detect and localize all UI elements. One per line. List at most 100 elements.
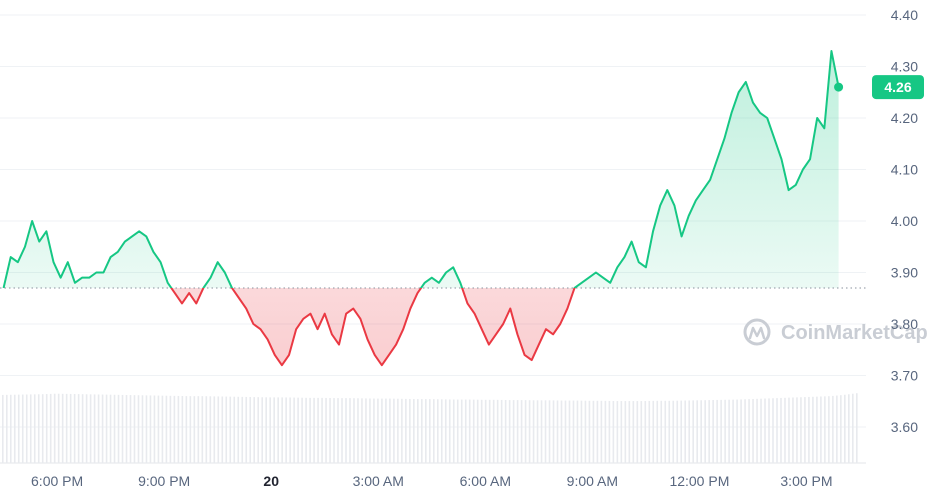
x-axis: 6:00 PM 9:00 PM 20 3:00 AM 6:00 AM 9:00 AM 12:… <box>31 473 833 489</box>
volume-bar <box>552 400 555 463</box>
volume-bar <box>804 397 806 463</box>
volume-bar <box>77 394 80 463</box>
volume-bar <box>409 398 411 463</box>
price-line <box>2 50 840 367</box>
coinmarketcap-watermark: CoinMarketCap <box>743 318 928 346</box>
volume-bar <box>145 395 148 463</box>
volume-bar <box>632 401 635 463</box>
volume-bar <box>233 396 236 463</box>
volume-bar <box>113 394 116 463</box>
volume-bar <box>289 397 291 463</box>
volume-bar <box>377 398 379 463</box>
volume-bar <box>61 393 64 463</box>
volume-bar <box>824 396 826 463</box>
volume-bar <box>684 400 687 463</box>
current-price-label: 4.26 <box>884 79 911 95</box>
volume-bar <box>109 394 112 463</box>
volume-bar <box>564 400 567 463</box>
y-tick-label: 4.20 <box>891 110 918 126</box>
volume-bar <box>596 400 599 464</box>
volume-bar <box>504 399 507 463</box>
volume-bar <box>161 395 164 463</box>
volume-bar <box>528 400 531 463</box>
volume-bar <box>436 399 439 463</box>
volume-bar <box>756 398 758 463</box>
volume-bar <box>612 400 615 463</box>
volume-bar <box>460 399 463 463</box>
volume-bar <box>740 399 742 463</box>
y-tick-label: 3.70 <box>891 368 918 384</box>
y-tick-label: 4.00 <box>891 213 918 229</box>
volume-bar <box>9 394 12 463</box>
volume-bar <box>121 394 124 463</box>
volume-bar <box>137 395 140 463</box>
volume-bar <box>664 400 667 464</box>
volume-bar <box>728 399 730 463</box>
volume-bar <box>472 399 475 463</box>
volume-bar <box>293 397 295 463</box>
current-price-marker: 4.26 <box>834 75 924 100</box>
volume-bar <box>856 393 858 463</box>
current-price-badge <box>872 75 924 100</box>
volume-bar <box>97 394 100 463</box>
volume-bar <box>620 401 623 463</box>
volume-bar <box>433 399 435 463</box>
price-area-fill <box>3 51 839 366</box>
volume-bar <box>488 399 491 463</box>
volume-bar <box>317 397 319 464</box>
volume-bar <box>253 397 256 463</box>
volume-bar <box>816 396 818 463</box>
volume-bar <box>185 396 188 463</box>
volume-bar <box>764 398 766 463</box>
volume-bar <box>365 398 367 463</box>
volume-bar <box>784 397 786 463</box>
volume-bar <box>716 399 718 463</box>
volume-bar <box>476 399 479 463</box>
volume-bar <box>429 399 431 463</box>
volume-bar <box>444 399 447 463</box>
watermark-text: CoinMarketCap <box>781 322 928 344</box>
volume-bar <box>5 394 8 463</box>
volume-bar <box>800 397 802 463</box>
volume-bar <box>624 401 627 463</box>
volume-bar <box>417 399 419 463</box>
volume-bar <box>269 397 271 464</box>
volume-bar <box>209 396 212 463</box>
volume-bar <box>600 400 603 464</box>
volume-bar <box>241 396 244 463</box>
volume-bar <box>516 400 519 463</box>
volume-bar <box>301 397 303 463</box>
volume-bar <box>325 397 327 463</box>
volume-bar <box>125 394 128 463</box>
volume-bar <box>560 400 563 463</box>
volume-bar <box>768 398 770 463</box>
volume-bar <box>17 394 20 463</box>
volume-bar <box>572 400 575 463</box>
volume-bar <box>165 395 168 463</box>
volume-bar <box>405 398 407 463</box>
volume-bar <box>73 394 76 463</box>
volume-bar <box>397 398 399 463</box>
current-price-dot <box>834 82 844 92</box>
volume-bar <box>101 394 104 463</box>
volume-bar <box>792 397 794 463</box>
volume-bars <box>2 393 858 464</box>
volume-bar <box>157 395 160 463</box>
volume-bar <box>297 397 299 463</box>
y-tick-label: 3.90 <box>891 265 918 281</box>
volume-bar <box>548 400 551 463</box>
volume-bar <box>41 394 44 463</box>
volume-bar <box>81 394 84 463</box>
volume-bar <box>668 400 671 464</box>
volume-bar <box>281 397 283 464</box>
volume-bar <box>708 400 710 463</box>
volume-bar <box>337 398 339 463</box>
volume-bar <box>848 394 850 463</box>
volume-bar <box>57 393 60 463</box>
volume-bar <box>357 398 359 463</box>
volume-bar <box>692 400 694 463</box>
volume-bar <box>237 396 240 463</box>
volume-bar <box>732 399 734 463</box>
volume-bar <box>592 400 595 464</box>
